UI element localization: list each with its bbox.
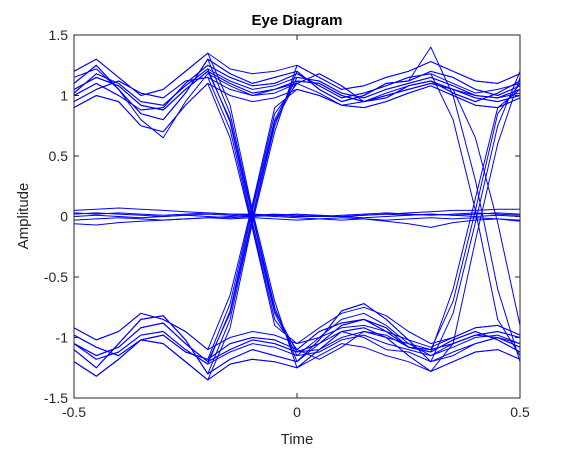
y-axis-label: Amplitude: [15, 183, 32, 250]
eye-trace-21: [74, 312, 520, 365]
eye-trace-33: [74, 77, 520, 381]
y-tick-label: -1: [56, 330, 69, 346]
y-tick-label: -0.5: [44, 269, 68, 285]
y-tick-label: -1.5: [44, 390, 68, 406]
tick-layer: -0.5 0 0.5 -1.5 -1 -0.5 0 0.5 1 1.5: [44, 27, 530, 420]
eye-trace-25: [74, 306, 520, 351]
x-tick-label: -0.5: [62, 404, 86, 420]
eye-trace-30: [74, 83, 520, 363]
y-tick-label: 1: [60, 88, 68, 104]
x-tick-label: 0: [293, 404, 301, 420]
x-tick-label: 0.5: [510, 404, 530, 420]
eye-trace-27: [74, 70, 520, 326]
y-tick-label: 0.5: [49, 148, 69, 164]
y-tick-label: 0: [60, 209, 68, 225]
y-tick-label: 1.5: [49, 27, 69, 43]
eye-trace-39: [74, 212, 520, 217]
eye-trace-29: [74, 46, 520, 362]
chart-title: Eye Diagram: [252, 12, 343, 29]
eye-trace-37: [74, 214, 520, 228]
eye-trace-35: [74, 217, 520, 221]
eye-trace-31: [74, 71, 520, 375]
trace-layer: [74, 46, 520, 381]
eye-trace-32: [74, 89, 520, 360]
eye-trace-28: [74, 64, 520, 356]
x-axis-label: Time: [281, 431, 314, 448]
